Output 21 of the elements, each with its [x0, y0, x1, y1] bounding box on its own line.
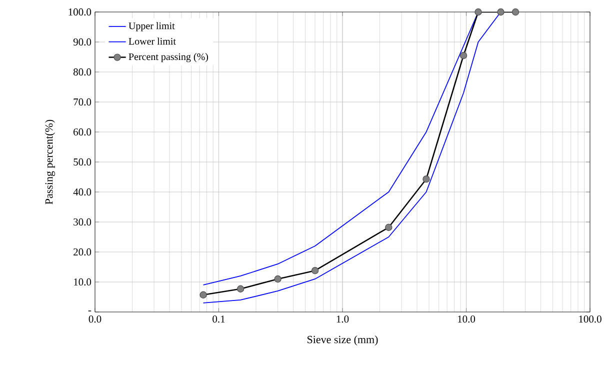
y-tick-label: 100.0 [68, 8, 92, 16]
y-tick-label: 70.0 [74, 98, 92, 106]
legend-label: Upper limit [128, 22, 175, 32]
x-tick-label: 0.1 [212, 316, 225, 323]
legend-label: Lower limit [128, 38, 176, 45]
y-tick-label: 10.0 [74, 278, 92, 286]
y-tick-label: - [88, 310, 92, 312]
x-tick-label: 0.0 [88, 316, 102, 323]
x-tick-label: 10.0 [458, 316, 476, 323]
legend-label: Percent passing (%) [128, 53, 208, 62]
y-tick-label: 40.0 [73, 188, 92, 196]
y-tick-label: 60.0 [74, 128, 92, 136]
y-tick-label: 50.0 [74, 158, 92, 166]
y-tick-label: 20.0 [74, 248, 92, 256]
x-tick-label: 1.0 [336, 316, 349, 323]
y-axis-title: Passing percent(%) [44, 120, 55, 204]
y-tick-label: 30.0 [74, 218, 92, 226]
x-tick-label: 100.0 [579, 316, 602, 323]
y-tick-label: 90.0 [73, 38, 92, 46]
y-tick-label: 80.0 [73, 68, 92, 76]
x-axis-title: Sieve size (mm) [308, 336, 378, 346]
